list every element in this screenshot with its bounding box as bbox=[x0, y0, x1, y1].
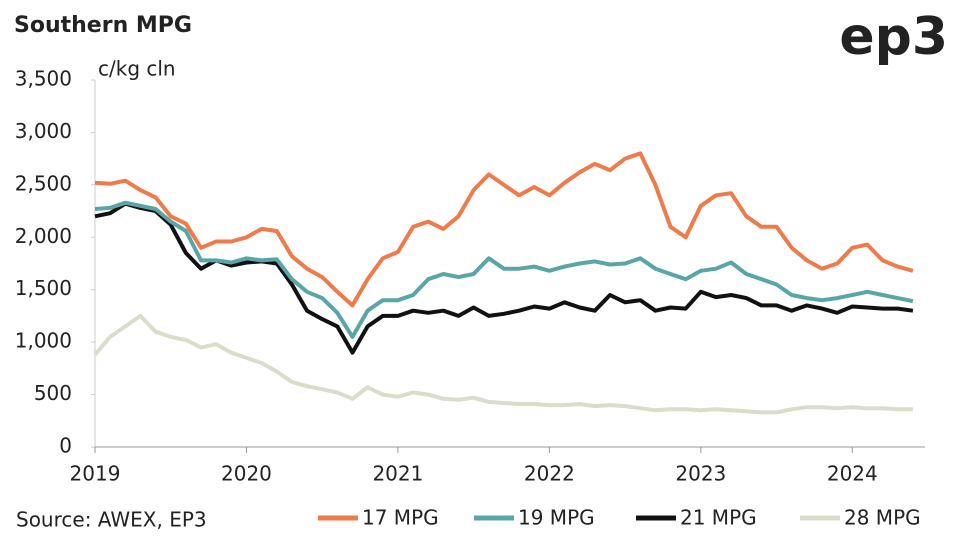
y-tick-label: 0 bbox=[59, 434, 72, 458]
source: Source: AWEX, EP3 bbox=[16, 508, 207, 532]
y-tick-label: 3,500 bbox=[15, 67, 72, 91]
y-tick-label: 3,000 bbox=[15, 119, 72, 143]
chart-title: Southern MPG bbox=[14, 13, 192, 38]
legend-label: 28 MPG bbox=[844, 506, 921, 530]
y-tick-label: 2,000 bbox=[15, 224, 72, 248]
x-tick-label: 2021 bbox=[372, 462, 423, 486]
x-tick-label: 2024 bbox=[827, 462, 878, 486]
y-axis-label: c/kg cln bbox=[98, 57, 176, 81]
series-line bbox=[94, 201, 914, 355]
logo: ep3 bbox=[839, 7, 948, 67]
x-tick-label: 2020 bbox=[221, 462, 272, 486]
legend-label: 17 MPG bbox=[362, 506, 439, 530]
y-tick-label: 1,500 bbox=[15, 276, 72, 300]
legend-label: 21 MPG bbox=[680, 506, 757, 530]
legend-label: 19 MPG bbox=[518, 506, 595, 530]
y-tick-label: 1,000 bbox=[15, 329, 72, 353]
y-tick-label: 500 bbox=[34, 381, 72, 405]
y-tick-label: 2,500 bbox=[15, 171, 72, 195]
series-line bbox=[93, 313, 913, 415]
x-tick-label: 2019 bbox=[70, 462, 121, 486]
x-tick-label: 2022 bbox=[524, 462, 575, 486]
series-line bbox=[94, 151, 914, 308]
x-tick-label: 2023 bbox=[675, 462, 726, 486]
series-line bbox=[94, 200, 914, 339]
